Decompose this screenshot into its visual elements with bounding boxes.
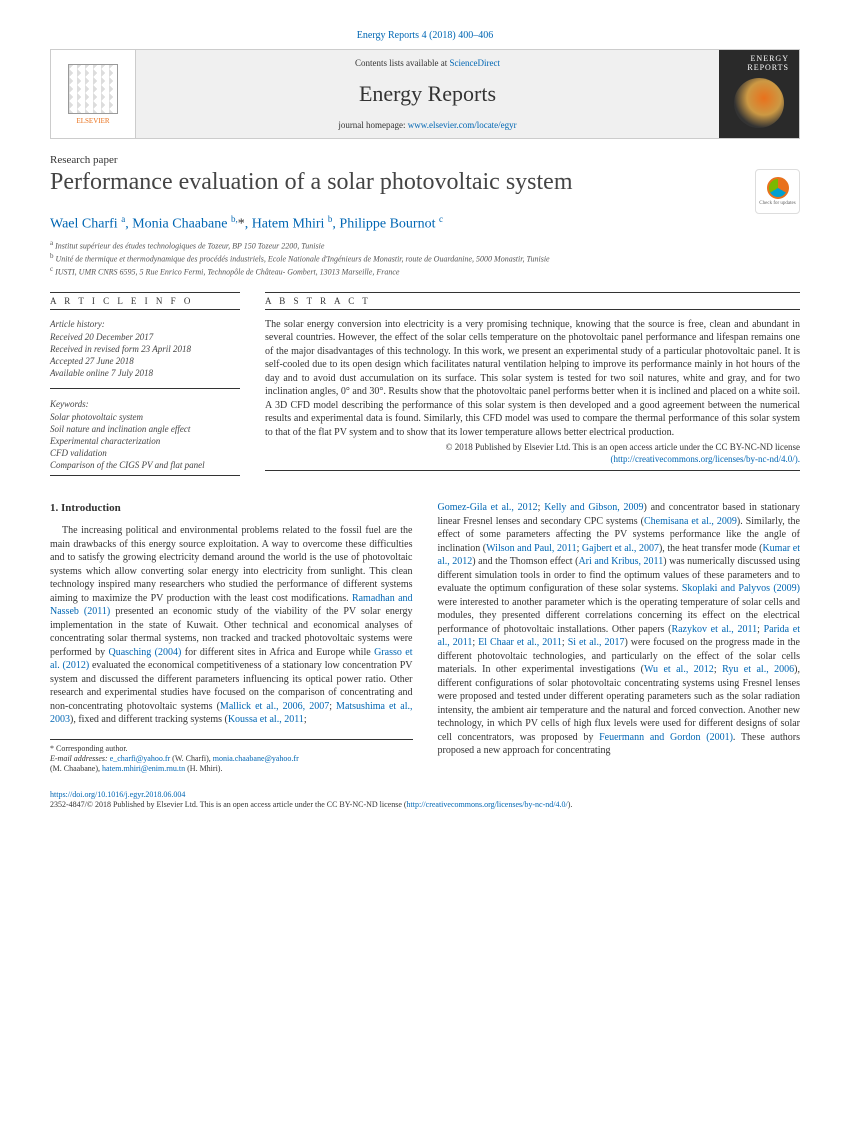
paper-title: Performance evaluation of a solar photov…	[50, 169, 755, 196]
article-info-column: A R T I C L E I N F O Article history: R…	[50, 288, 240, 477]
check-updates-badge[interactable]: Check for updates	[755, 169, 800, 214]
email-link[interactable]: e_charfi@yahoo.fr	[110, 754, 170, 763]
email-link[interactable]: monia.chaabane@yahoo.fr	[213, 754, 299, 763]
updates-icon	[767, 177, 789, 199]
body-text: 1. Introduction The increasing political…	[50, 501, 800, 775]
affiliations: a Institut supérieur des études technolo…	[50, 239, 800, 278]
publisher-name: ELSEVIER	[76, 117, 109, 125]
header-center: Contents lists available at ScienceDirec…	[136, 50, 719, 138]
article-info-label: A R T I C L E I N F O	[50, 292, 240, 310]
homepage-line: journal homepage: www.elsevier.com/locat…	[151, 120, 704, 130]
keywords-block: Keywords: Solar photovoltaic systemSoil …	[50, 394, 240, 477]
abstract-label: A B S T R A C T	[265, 292, 800, 310]
authors: Wael Charfi a, Monia Chaabane b,*, Hatem…	[50, 214, 800, 233]
paper-type: Research paper	[50, 154, 800, 166]
cover-thumbnail: ENERGY REPORTS	[719, 50, 799, 138]
page-footer: https://doi.org/10.1016/j.egyr.2018.06.0…	[50, 790, 800, 811]
homepage-link[interactable]: www.elsevier.com/locate/egyr	[408, 120, 517, 130]
journal-reference: Energy Reports 4 (2018) 400–406	[50, 30, 800, 41]
section-heading: 1. Introduction	[50, 501, 413, 516]
cover-art-icon	[734, 78, 784, 128]
journal-title: Energy Reports	[151, 81, 704, 107]
journal-header: ELSEVIER Contents lists available at Sci…	[50, 49, 800, 139]
footer-license-link[interactable]: http://creativecommons.org/licenses/by-n…	[407, 800, 568, 809]
article-history: Article history: Received 20 December 20…	[50, 314, 240, 389]
abstract-column: A B S T R A C T The solar energy convers…	[265, 288, 800, 477]
sciencedirect-link[interactable]: ScienceDirect	[450, 58, 500, 68]
cover-text: ENERGY REPORTS	[729, 55, 789, 73]
contents-line: Contents lists available at ScienceDirec…	[151, 58, 704, 68]
copyright-line: © 2018 Published by Elsevier Ltd. This i…	[265, 442, 800, 465]
body-col-left: 1. Introduction The increasing political…	[50, 501, 413, 775]
doi-link[interactable]: https://doi.org/10.1016/j.egyr.2018.06.0…	[50, 790, 185, 799]
license-link[interactable]: (http://creativecommons.org/licenses/by-…	[610, 454, 800, 464]
elsevier-logo: ELSEVIER	[51, 50, 136, 138]
elsevier-tree-icon	[68, 64, 118, 114]
body-col-right: Gomez-Gila et al., 2012; Kelly and Gibso…	[438, 501, 801, 775]
email-link[interactable]: hatem.mhiri@enim.rnu.tn	[102, 764, 185, 773]
abstract-text: The solar energy conversion into electri…	[265, 314, 800, 440]
corresponding-footer: * Corresponding author. E-mail addresses…	[50, 739, 413, 775]
